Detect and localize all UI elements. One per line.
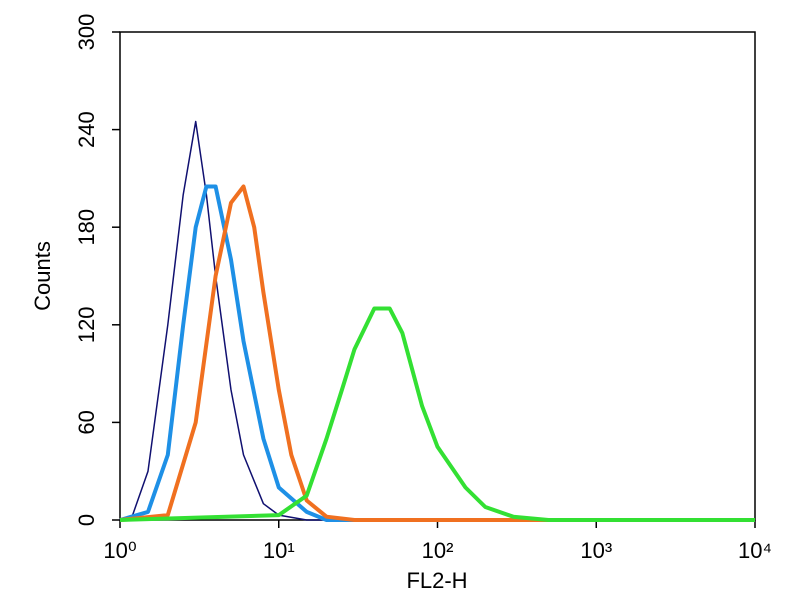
x-tick-label: 10¹ <box>263 538 295 563</box>
y-tick-label: 300 <box>74 14 99 51</box>
series-line <box>119 184 755 522</box>
series-line <box>119 184 755 522</box>
y-tick-label: 0 <box>74 514 99 526</box>
y-tick-label: 180 <box>74 209 99 246</box>
x-tick-label: 10³ <box>580 538 612 563</box>
x-tick-label: 10⁰ <box>103 538 136 563</box>
series-line <box>119 120 755 521</box>
y-tick-label: 60 <box>74 410 99 434</box>
x-tick-label: 10² <box>422 538 454 563</box>
y-tick-label: 120 <box>74 306 99 343</box>
x-tick-label: 10⁴ <box>738 538 772 563</box>
x-axis-label: FL2-H <box>406 568 467 593</box>
y-tick-label: 240 <box>74 111 99 148</box>
y-axis-label: Counts <box>30 241 55 311</box>
series-line <box>119 306 755 522</box>
